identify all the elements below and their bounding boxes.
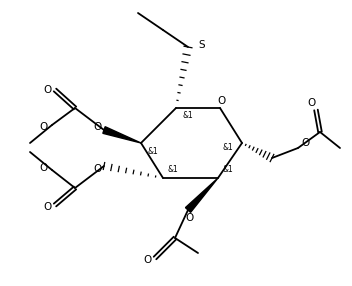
Polygon shape: [186, 178, 218, 212]
Text: S: S: [199, 40, 205, 50]
Text: &1: &1: [183, 112, 193, 120]
Text: O: O: [43, 85, 51, 95]
Text: O: O: [143, 255, 151, 265]
Text: O: O: [40, 163, 48, 173]
Text: O: O: [307, 98, 315, 108]
Text: O: O: [218, 96, 226, 106]
Text: O: O: [40, 122, 48, 132]
Polygon shape: [103, 127, 141, 143]
Text: &1: &1: [222, 166, 233, 174]
Text: &1: &1: [168, 166, 178, 174]
Text: O: O: [93, 164, 101, 174]
Text: &1: &1: [222, 144, 233, 152]
Text: O: O: [93, 122, 101, 132]
Text: &1: &1: [147, 146, 158, 156]
Text: O: O: [186, 213, 194, 223]
Text: O: O: [301, 138, 309, 148]
Text: O: O: [43, 202, 51, 212]
